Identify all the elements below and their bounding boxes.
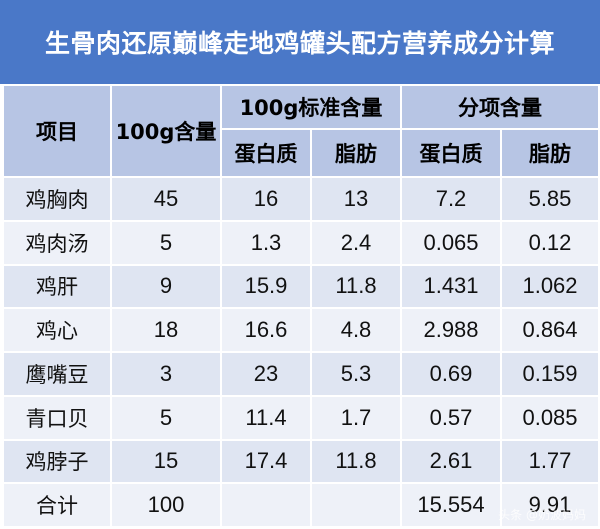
cell-part-fat: 0.12 xyxy=(500,219,600,266)
total-row: 合计 100 15.554 9.91 xyxy=(2,482,600,528)
cell-total-amount: 100 xyxy=(110,482,222,528)
cell-part-fat: 0.864 xyxy=(500,307,600,353)
header-std-protein: 蛋白质 xyxy=(220,128,312,178)
cell-name: 鸡脖子 xyxy=(2,438,112,485)
cell-part-fat: 1.062 xyxy=(500,263,600,310)
cell-std-fat: 1.7 xyxy=(310,394,402,441)
cell-name: 鸡心 xyxy=(2,307,112,353)
table-row: 鸡肉汤 5 1.3 2.4 0.065 0.12 xyxy=(2,219,600,266)
cell-part-protein: 0.69 xyxy=(400,351,502,397)
cell-amount: 15 xyxy=(110,438,222,485)
cell-total-std-protein xyxy=(220,482,312,528)
cell-std-fat: 11.8 xyxy=(310,263,402,310)
header-part-protein: 蛋白质 xyxy=(400,128,502,178)
cell-part-fat: 5.85 xyxy=(500,176,600,222)
cell-amount: 5 xyxy=(110,394,222,441)
table-row: 鹰嘴豆 3 23 5.3 0.69 0.159 xyxy=(2,351,600,397)
cell-amount: 45 xyxy=(110,176,222,222)
cell-std-protein: 1.3 xyxy=(220,219,312,266)
cell-total-std-fat xyxy=(310,482,402,528)
cell-part-fat: 0.159 xyxy=(500,351,600,397)
cell-total-label: 合计 xyxy=(2,482,112,528)
cell-name: 鸡肝 xyxy=(2,263,112,310)
cell-part-protein: 2.988 xyxy=(400,307,502,353)
cell-std-fat: 4.8 xyxy=(310,307,402,353)
cell-std-protein: 15.9 xyxy=(220,263,312,310)
table-row: 鸡胸肉 45 16 13 7.2 5.85 xyxy=(2,176,600,222)
cell-amount: 9 xyxy=(110,263,222,310)
header-part-fat: 脂肪 xyxy=(500,128,600,178)
cell-part-fat: 0.085 xyxy=(500,394,600,441)
cell-part-protein: 0.57 xyxy=(400,394,502,441)
cell-std-fat: 13 xyxy=(310,176,402,222)
cell-part-fat: 1.77 xyxy=(500,438,600,485)
header-amount: 100g含量 xyxy=(110,84,222,178)
header-item: 项目 xyxy=(2,84,112,178)
cell-std-fat: 2.4 xyxy=(310,219,402,266)
cell-std-fat: 5.3 xyxy=(310,351,402,397)
cell-part-protein: 7.2 xyxy=(400,176,502,222)
cell-std-fat: 11.8 xyxy=(310,438,402,485)
header-standard-group: 100g标准含量 xyxy=(220,84,402,130)
watermark: 头条 @奶波妈妈 xyxy=(498,508,586,522)
table-row: 鸡心 18 16.6 4.8 2.988 0.864 xyxy=(2,307,600,353)
page-title: 生骨肉还原巅峰走地鸡罐头配方营养成分计算 xyxy=(44,29,555,58)
cell-total-part-fat: 9.91 xyxy=(500,482,600,528)
cell-std-protein: 16 xyxy=(220,176,312,222)
header-std-fat: 脂肪 xyxy=(310,128,402,178)
cell-name: 鸡肉汤 xyxy=(2,219,112,266)
cell-part-protein: 1.431 xyxy=(400,263,502,310)
cell-std-protein: 11.4 xyxy=(220,394,312,441)
cell-total-part-protein: 15.554 xyxy=(400,482,502,528)
nutrition-table: 项目 100g含量 100g标准含量 分项含量 蛋白质 脂肪 蛋白质 脂肪 鸡胸… xyxy=(2,84,600,528)
table-row: 青口贝 5 11.4 1.7 0.57 0.085 xyxy=(2,394,600,441)
cell-std-protein: 16.6 xyxy=(220,307,312,353)
cell-amount: 5 xyxy=(110,219,222,266)
header-portion-group: 分项含量 xyxy=(400,84,600,130)
cell-name: 青口贝 xyxy=(2,394,112,441)
table-row: 鸡肝 9 15.9 11.8 1.431 1.062 xyxy=(2,263,600,310)
title-bar: 生骨肉还原巅峰走地鸡罐头配方营养成分计算 xyxy=(0,0,600,84)
cell-amount: 18 xyxy=(110,307,222,353)
cell-part-protein: 2.61 xyxy=(400,438,502,485)
cell-name: 鸡胸肉 xyxy=(2,176,112,222)
cell-name: 鹰嘴豆 xyxy=(2,351,112,397)
cell-std-protein: 23 xyxy=(220,351,312,397)
cell-amount: 3 xyxy=(110,351,222,397)
table-row: 鸡脖子 15 17.4 11.8 2.61 1.77 xyxy=(2,438,600,485)
cell-std-protein: 17.4 xyxy=(220,438,312,485)
cell-part-protein: 0.065 xyxy=(400,219,502,266)
